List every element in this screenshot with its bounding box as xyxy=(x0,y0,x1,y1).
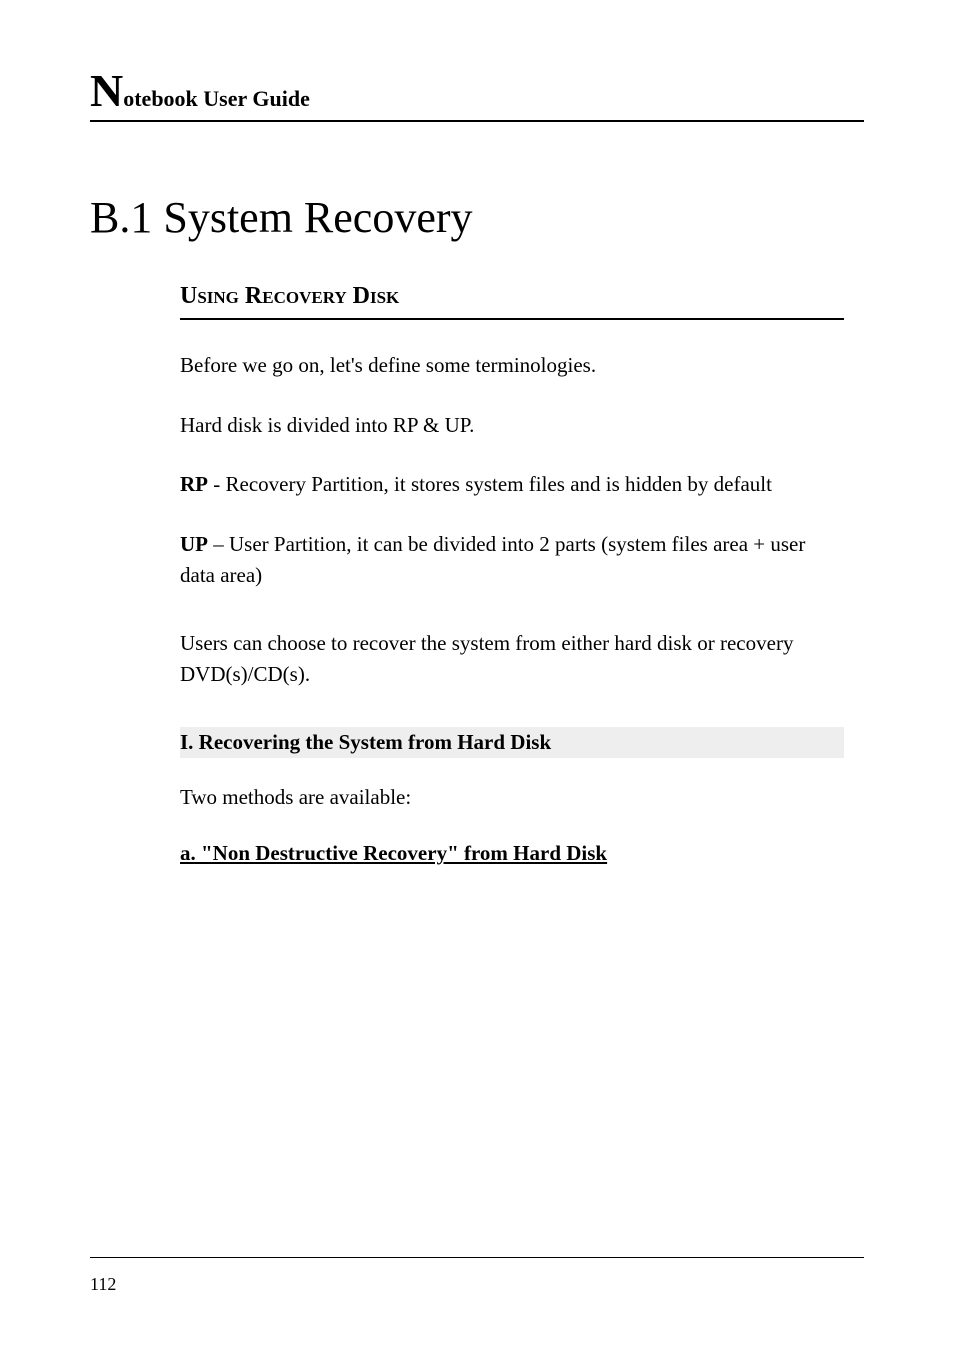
para-choose: Users can choose to recover the system f… xyxy=(180,628,844,691)
para-intro: Before we go on, let's define some termi… xyxy=(180,350,844,382)
up-label: UP xyxy=(180,532,208,556)
page-footer: 112 xyxy=(90,1257,864,1295)
page-number: 112 xyxy=(90,1274,116,1294)
document-page: Notebook User Guide B.1 System Recovery … xyxy=(0,0,954,1355)
para-rp: RP - Recovery Partition, it stores syste… xyxy=(180,469,844,501)
subsection-title: Using Recovery Disk xyxy=(180,283,844,320)
para-up: UP – User Partition, it can be divided i… xyxy=(180,529,844,592)
content-body: Using Recovery Disk Before we go on, let… xyxy=(90,283,864,886)
heading-recover-hd: I. Recovering the System from Hard Disk xyxy=(180,727,844,758)
heading-non-destructive: a. "Non Destructive Recovery" from Hard … xyxy=(180,841,844,866)
rp-label: RP xyxy=(180,472,208,496)
section-title: B.1 System Recovery xyxy=(90,192,864,243)
header-dropcap: N xyxy=(90,65,123,116)
page-header: Notebook User Guide xyxy=(90,70,864,122)
rp-desc: - Recovery Partition, it stores system f… xyxy=(208,472,772,496)
para-two-methods: Two methods are available: xyxy=(180,782,844,814)
header-rest: otebook User Guide xyxy=(123,86,310,111)
para-hd-divided: Hard disk is divided into RP & UP. xyxy=(180,410,844,442)
header-title: Notebook User Guide xyxy=(90,70,864,112)
up-desc: – User Partition, it can be divided into… xyxy=(180,532,805,588)
